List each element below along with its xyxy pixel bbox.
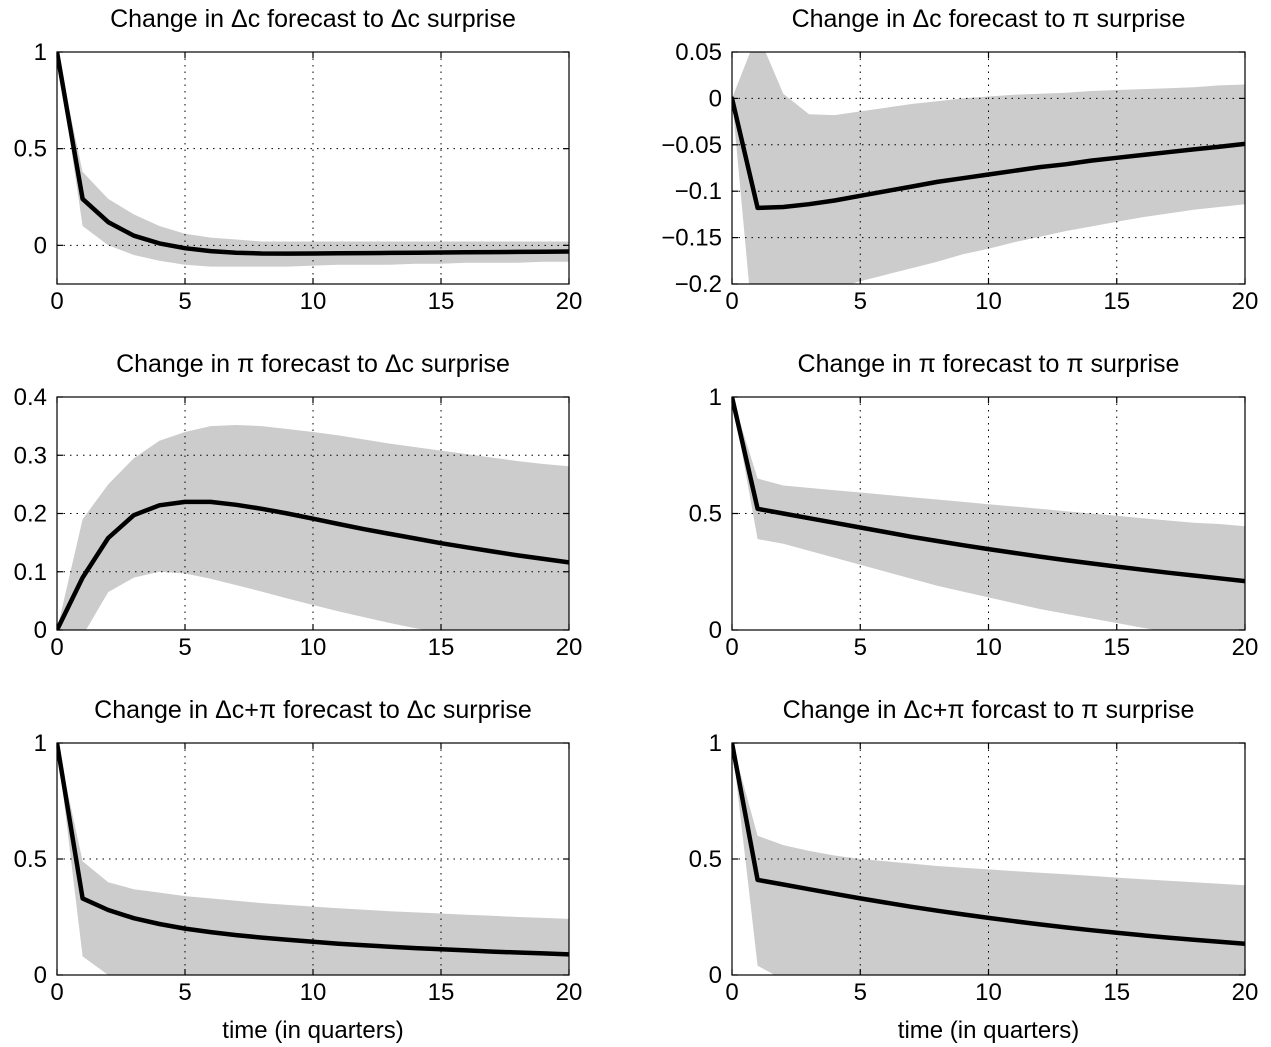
- y-tick-label: −0.2: [675, 271, 722, 298]
- y-tick-label: 0: [709, 85, 722, 112]
- y-tick-label: 1: [709, 730, 722, 757]
- y-tick-label: 0.5: [689, 846, 722, 873]
- panel-title: Change in π forecast to Δc surprise: [116, 350, 510, 378]
- estimate-line: [57, 499, 569, 630]
- estimate-line: [732, 397, 1245, 584]
- x-tick-label: 10: [975, 634, 1002, 661]
- y-tick-label: 0.4: [14, 384, 47, 411]
- y-tick-label: 0: [34, 617, 47, 644]
- y-tick-label: 0.1: [14, 559, 47, 586]
- x-tick-label: 15: [1103, 288, 1130, 315]
- x-tick-label: 15: [428, 634, 455, 661]
- confidence-band: [57, 52, 569, 267]
- y-tick-label: 1: [709, 384, 722, 411]
- y-tick-label: 0: [34, 962, 47, 989]
- panel-6: 0 5 10 15 20 0 0.5 1 Change in Δc+π forcast to π…: [689, 696, 1259, 1044]
- x-tick-label: 20: [1232, 979, 1259, 1006]
- y-tick-label: 0.5: [689, 501, 722, 528]
- x-tick-label: 20: [556, 288, 583, 315]
- x-tick-label: 5: [178, 288, 191, 315]
- x-tick-label: 5: [854, 979, 867, 1006]
- confidence-band: [57, 743, 569, 975]
- estimate-line: [732, 96, 1245, 211]
- panel-5: 0 5 10 15 20 0 0.5 1 Change in Δc+π forecast to …: [14, 696, 583, 1044]
- panel-title: Change in Δc+π forecast to Δc surprise: [94, 696, 532, 724]
- y-tick-label: −0.15: [661, 225, 722, 252]
- x-tick-label: 5: [178, 634, 191, 661]
- x-tick-label: 0: [50, 634, 63, 661]
- x-tick-label: 10: [300, 979, 327, 1006]
- x-axis-label: time (in quarters): [222, 1017, 403, 1044]
- confidence-band: [732, 52, 1245, 284]
- estimate-line: [57, 52, 569, 256]
- x-tick-label: 15: [428, 288, 455, 315]
- y-tick-label: −0.05: [661, 132, 722, 159]
- x-tick-label: 20: [556, 634, 583, 661]
- x-tick-label: 0: [50, 979, 63, 1006]
- x-tick-label: 15: [1103, 634, 1130, 661]
- x-tick-label: 20: [1232, 634, 1259, 661]
- y-tick-label: 1: [34, 730, 47, 757]
- panel-title: Change in π forecast to π surprise: [798, 350, 1180, 378]
- x-tick-label: 15: [1103, 979, 1130, 1006]
- panel-1: 0 5 10 15 20 0 0.5 1 Change in Δc forecast to Δc…: [14, 5, 583, 315]
- x-axis-label: time (in quarters): [898, 1017, 1079, 1044]
- estimate-line: [732, 743, 1245, 946]
- y-tick-label: 0.5: [14, 846, 47, 873]
- x-tick-label: 0: [725, 634, 738, 661]
- confidence-band: [732, 743, 1245, 975]
- y-tick-label: 0: [709, 617, 722, 644]
- y-tick-label: 0.05: [675, 39, 722, 66]
- estimate-line: [57, 743, 569, 957]
- panel-4: 0 5 10 15 20 0 0.5 1 Change in π forecast to π s…: [689, 350, 1259, 661]
- x-tick-label: 5: [854, 634, 867, 661]
- x-tick-label: 10: [300, 288, 327, 315]
- confidence-band: [732, 397, 1245, 630]
- x-tick-label: 10: [975, 979, 1002, 1006]
- y-tick-label: 0.3: [14, 442, 47, 469]
- y-tick-label: −0.1: [675, 178, 722, 205]
- panel-2: 0 5 10 15 20 −0.2 −0.15 −0.1 −0.05 0 0.05 Change in…: [661, 5, 1259, 315]
- y-tick-label: 0.2: [14, 501, 47, 528]
- panel-title: Change in Δc forecast to Δc surprise: [110, 5, 516, 33]
- x-tick-label: 10: [975, 288, 1002, 315]
- panel-title: Change in Δc+π forcast to π surprise: [783, 696, 1195, 724]
- panel-3: 0 5 10 15 20 0 0.1 0.2 0.3 0.4 Change in π forecas…: [14, 350, 583, 661]
- y-tick-label: 0: [709, 962, 722, 989]
- x-tick-label: 5: [178, 979, 191, 1006]
- x-tick-label: 0: [725, 288, 738, 315]
- x-tick-label: 15: [428, 979, 455, 1006]
- x-tick-label: 20: [556, 979, 583, 1006]
- y-tick-label: 0: [34, 232, 47, 259]
- x-tick-label: 0: [50, 288, 63, 315]
- x-tick-label: 20: [1232, 288, 1259, 315]
- x-tick-label: 5: [854, 288, 867, 315]
- y-tick-label: 1: [34, 39, 47, 66]
- panel-title: Change in Δc forecast to π surprise: [792, 5, 1186, 33]
- x-tick-label: 10: [300, 634, 327, 661]
- x-tick-label: 0: [725, 979, 738, 1006]
- y-tick-label: 0.5: [14, 136, 47, 163]
